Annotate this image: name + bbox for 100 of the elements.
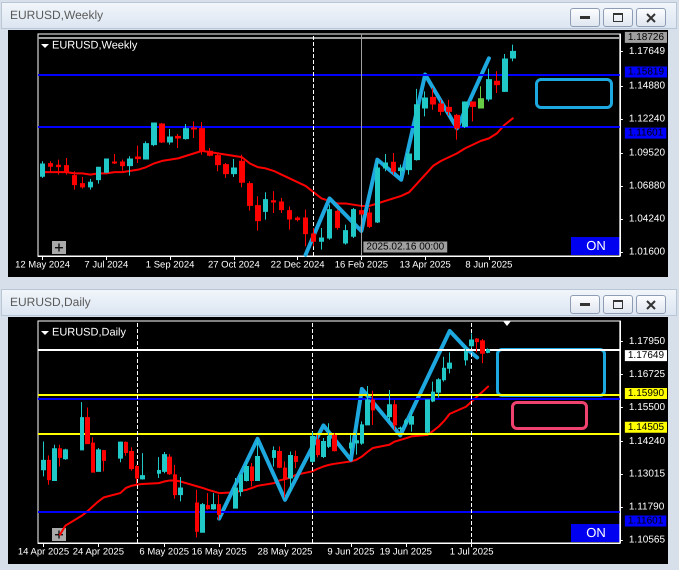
candlestick [72,170,77,190]
candlestick [406,149,412,176]
x-tick-label: 27 Oct 2024 [208,260,260,270]
candlestick [127,156,133,176]
candlestick [143,140,149,160]
candlestick [438,99,444,116]
candlestick [64,158,69,176]
candlestick [310,431,315,464]
candlestick [454,113,460,140]
candlestick [88,178,93,190]
x-tick-label: 13 Apr 2025 [400,260,451,270]
candlestick [303,209,308,247]
candlestick [343,224,348,246]
candlestick [295,216,300,222]
y-tick-label: 1.12240 [628,114,666,125]
ref-line-label: 1.11601 [628,516,664,527]
text: EURUSD,Daily [52,326,126,338]
candlestick [120,159,125,172]
candlestick [383,154,388,172]
y-tick-label: 1.14240 [628,436,666,447]
candlestick [231,158,237,178]
candlestick [47,454,51,486]
candlestick [414,88,420,162]
candlestick [294,450,298,469]
candlestick [255,196,261,232]
candlestick [287,206,292,230]
y-tick-label: 1.14880 [628,80,666,92]
candlestick [200,502,205,533]
candlestick [288,450,293,492]
candlestick [393,399,397,430]
candlestick [80,402,84,450]
candlestick [351,207,356,238]
candlestick [430,87,436,110]
candlestick [151,122,157,147]
candlestick [469,332,474,349]
candlestick [486,68,492,102]
x-tick-label: 1 Jul 2025 [450,546,494,558]
x-tick-label: 28 May 2025 [258,546,312,558]
candlestick [178,476,183,502]
candlestick [167,454,172,476]
toggle-button: ON [571,524,621,542]
text: EURUSD,Weekly [52,40,138,52]
candlestick [223,162,229,178]
candlestick [422,90,428,117]
ref-line-label: 1.15819 [628,66,664,78]
candlestick [502,54,508,92]
candlestick [510,44,516,62]
candlestick [96,447,101,472]
candlestick [206,492,210,510]
y-tick-label: 1.16725 [628,369,666,380]
candlestick [255,439,260,481]
y-tick-label: 1.17950 [628,336,666,348]
candlestick [217,494,221,520]
candlestick [48,160,53,172]
candlestick [319,227,324,250]
candlestick [398,164,404,177]
candlestick [207,148,213,157]
candlestick [272,446,276,467]
x-tick-label: 8 Jun 2025 [465,260,512,270]
x-tick-label: 14 Apr 2025 [18,546,70,558]
chart-title: EURUSD,Weekly [10,8,104,22]
ref-line-label: 1.11601 [628,128,664,139]
candlestick [140,452,145,480]
candlestick [102,449,106,472]
ref-line-label: 2025.02.16 00:00 [366,242,445,252]
y-tick-label: 1.06880 [628,180,666,192]
candlestick [52,444,57,481]
x-tick-label: 22 Dec 2024 [270,260,325,270]
candlestick [271,190,276,214]
candlestick [183,123,189,140]
candlestick [135,145,141,164]
candlestick [311,227,316,247]
candlestick [464,346,468,366]
candlestick [387,389,392,422]
toggle-button: ON [571,237,621,255]
candlestick [40,160,45,178]
y-tick-label: 1.17649 [628,46,666,57]
candlestick [446,99,452,116]
candlestick [478,86,484,108]
candlestick [247,180,253,212]
candlestick [173,464,177,500]
candlestick [199,121,205,156]
candlestick [56,159,61,176]
candlestick [112,154,117,165]
y-tick-label: 1.10565 [628,534,666,546]
candlestick [195,489,199,538]
candlestick [371,390,375,426]
y-tick-label: 1.11790 [628,502,665,513]
y-tick-label: 1.13015 [628,468,666,480]
candlestick [494,70,500,94]
candlestick [327,204,332,240]
candlestick [167,128,173,146]
candlestick [191,120,197,138]
candlestick [175,133,181,149]
candlestick [58,444,62,467]
candlestick [118,441,123,463]
candlestick [41,441,46,477]
candlestick [398,426,403,432]
candlestick [375,160,380,224]
candlestick [63,448,68,460]
